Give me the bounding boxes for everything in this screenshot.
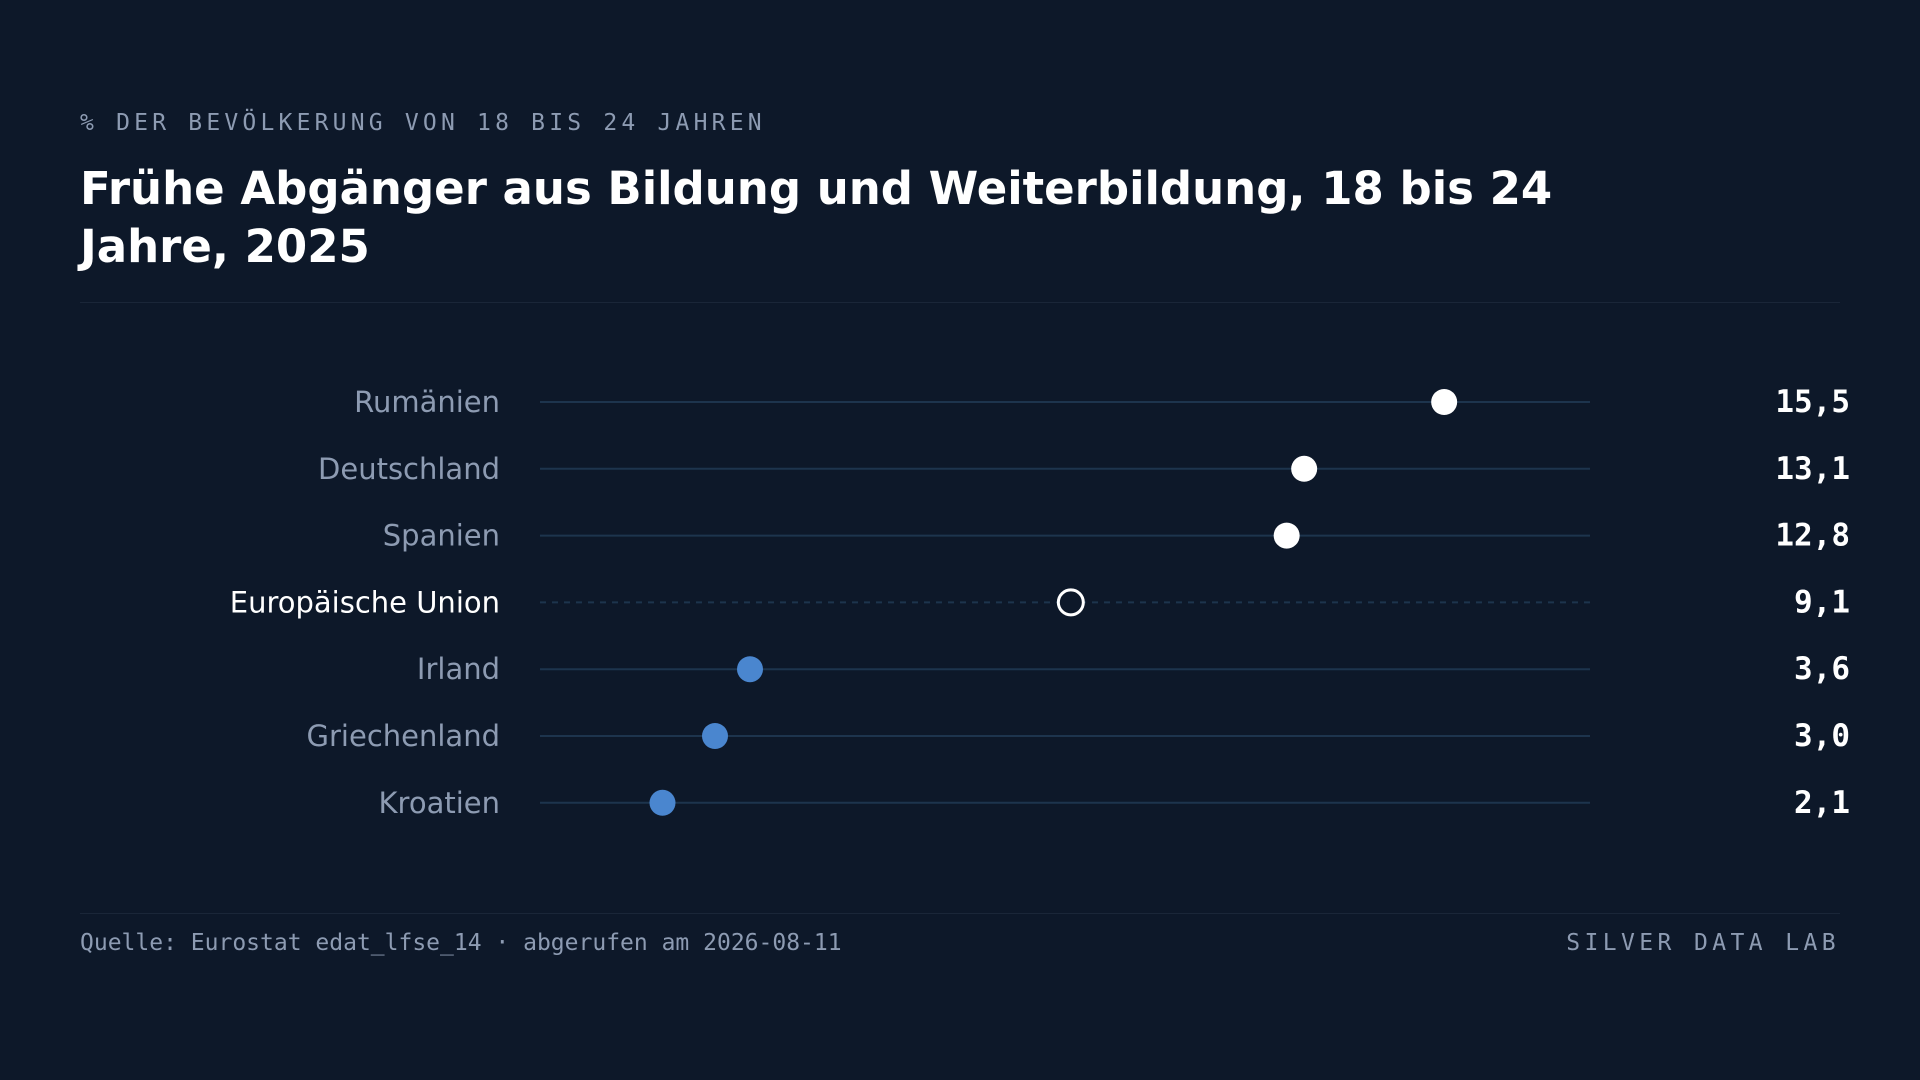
category-label: Griechenland xyxy=(307,719,500,753)
data-point-kroatien xyxy=(649,789,676,816)
value-label: 2,1 xyxy=(1794,785,1850,821)
footer-divider xyxy=(80,913,1840,914)
chart-subtitle: % DER BEVÖLKERUNG VON 18 BIS 24 JAHREN xyxy=(80,110,766,136)
value-label: 15,5 xyxy=(1775,384,1850,420)
value-label: 3,0 xyxy=(1794,718,1850,754)
data-point-griechenland xyxy=(702,723,728,749)
category-label: Rumänien xyxy=(354,385,500,419)
source-note: Quelle: Eurostat edat_lfse_14 · abgerufe… xyxy=(80,930,842,956)
brand-label: SILVER DATA LAB xyxy=(1566,930,1840,956)
category-label: Kroatien xyxy=(379,786,500,820)
data-point-irland xyxy=(737,656,763,683)
data-point-rumänien xyxy=(1431,389,1458,415)
category-label: Spanien xyxy=(383,519,500,553)
data-point-europäische-union xyxy=(1056,588,1085,617)
value-label: 13,1 xyxy=(1775,451,1850,487)
data-point-deutschland xyxy=(1291,455,1318,482)
category-label: Deutschland xyxy=(318,452,500,486)
data-point-spanien xyxy=(1273,522,1300,549)
value-label: 12,8 xyxy=(1775,518,1850,554)
value-label: 9,1 xyxy=(1794,584,1850,620)
category-label: Irland xyxy=(417,652,500,686)
header-divider xyxy=(80,302,1840,303)
chart-title: Frühe Abgänger aus Bildung und Weiterbil… xyxy=(80,162,1553,273)
value-label: 3,6 xyxy=(1794,651,1850,687)
category-label: Europäische Union xyxy=(230,585,500,619)
